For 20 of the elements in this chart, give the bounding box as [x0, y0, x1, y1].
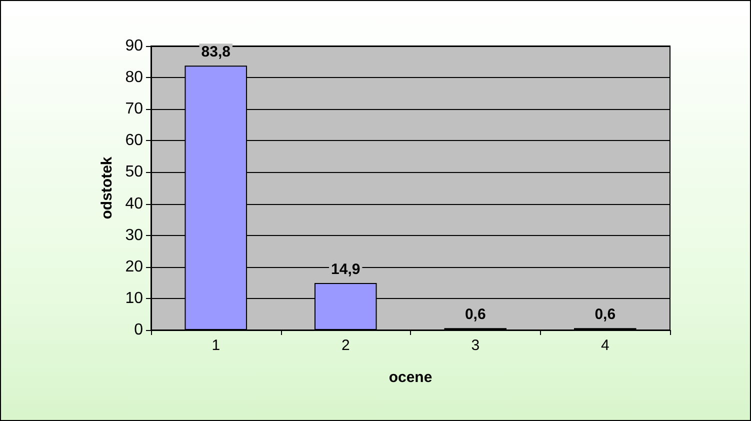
y-tick-label: 90	[125, 38, 144, 54]
y-tick-label: 70	[125, 100, 144, 118]
x-tick-label: 1	[212, 337, 220, 354]
data-label: 14,9	[331, 260, 360, 278]
y-tick-label: 10	[125, 290, 144, 307]
y-tick-label: 60	[125, 132, 144, 150]
x-tick-label: 3	[471, 337, 480, 354]
y-tick-label: 20	[125, 258, 144, 276]
y-axis-title: odstotek	[98, 156, 116, 220]
y-tick-label: 50	[125, 164, 144, 181]
data-label: 0,6	[464, 306, 486, 324]
x-tick-label: 2	[341, 337, 350, 354]
y-tick-label: 40	[125, 195, 144, 212]
y-tick-label: 30	[125, 226, 144, 244]
y-tick-label: 80	[125, 69, 144, 86]
data-label: 0,6	[594, 306, 616, 324]
x-axis-title: ocene	[388, 369, 432, 386]
y-tick-label: 0	[134, 322, 144, 338]
x-tick-label: 4	[600, 337, 610, 354]
data-label: 83,8	[201, 44, 230, 61]
